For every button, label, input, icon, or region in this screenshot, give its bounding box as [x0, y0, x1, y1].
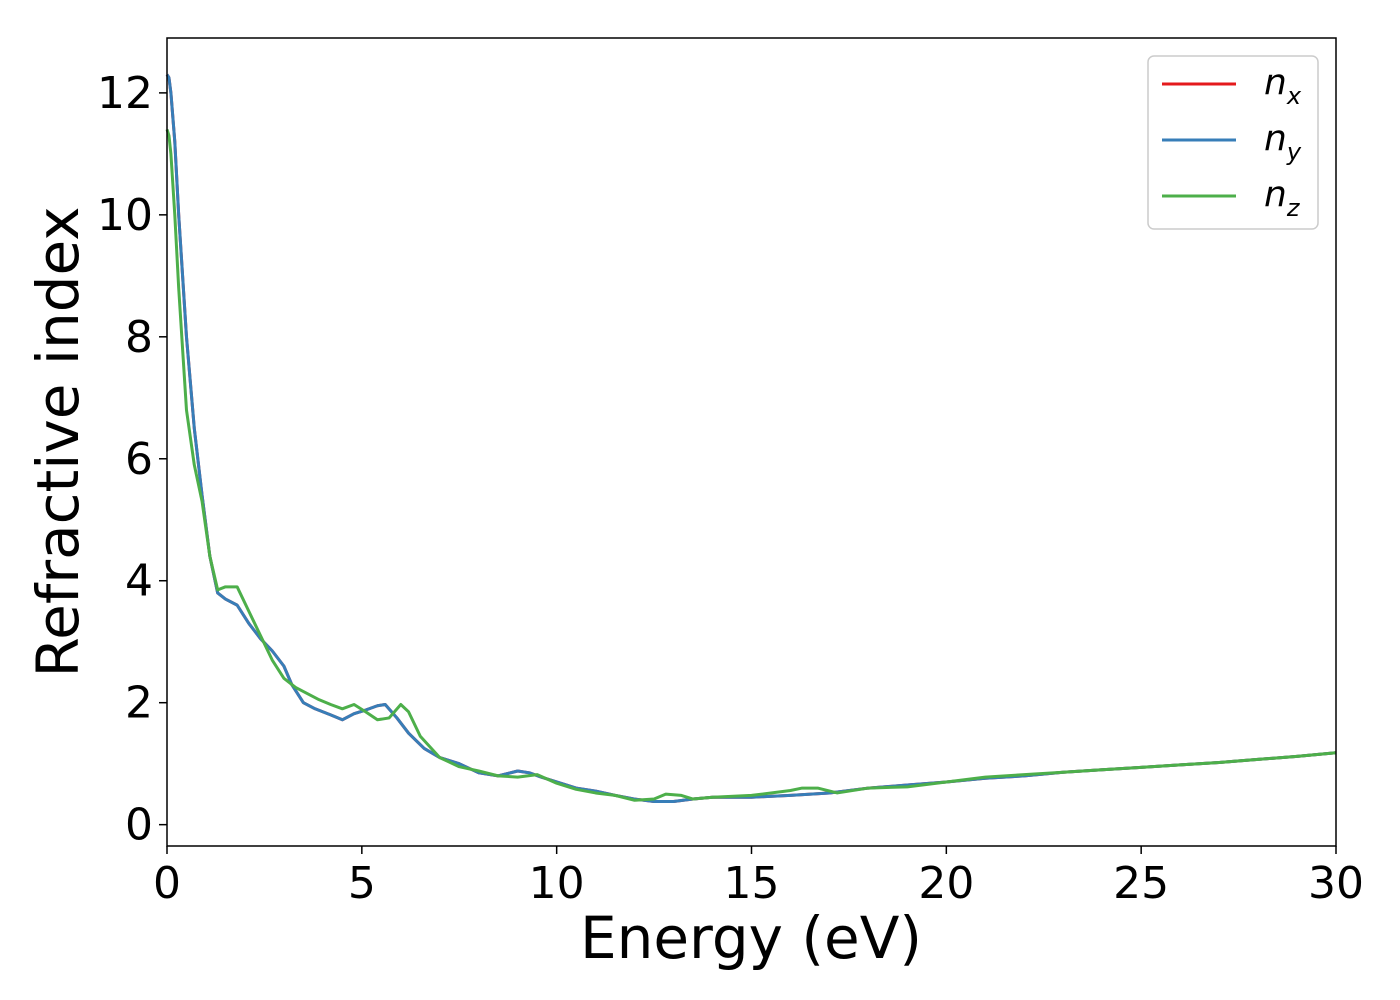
- y-tick-label: 0: [125, 800, 153, 851]
- x-axis: 0 5 10 15 20 25 30: [153, 846, 1364, 909]
- y-tick-label: 4: [125, 556, 153, 607]
- x-tick-label: 25: [1113, 858, 1169, 909]
- x-tick-label: 30: [1308, 858, 1364, 909]
- y-axis-title: Refractive index: [24, 206, 92, 677]
- x-tick-label: 15: [724, 858, 780, 909]
- legend-label-y: ny: [1264, 118, 1302, 166]
- y-tick-label: 8: [125, 312, 153, 363]
- y-tick-label: 12: [97, 68, 153, 119]
- y-axis: 0 2 4 6 8 10 12: [97, 68, 167, 851]
- x-tick-label: 0: [153, 858, 181, 909]
- legend-box: [1147, 55, 1319, 230]
- y-tick-label: 2: [125, 678, 153, 729]
- x-tick-label: 20: [918, 858, 974, 909]
- x-axis-title: Energy (eV): [580, 904, 922, 972]
- y-tick-label: 10: [97, 190, 153, 241]
- legend-label-z: nz: [1264, 174, 1301, 222]
- plot-lines: [165, 73, 1337, 803]
- legend-label-x: nx: [1264, 62, 1302, 110]
- legend: nx ny nz: [1147, 55, 1319, 230]
- y-tick-label: 6: [125, 434, 153, 485]
- series-line-z: [165, 129, 1337, 802]
- x-tick-label: 5: [348, 858, 376, 909]
- x-tick-label: 10: [529, 858, 585, 909]
